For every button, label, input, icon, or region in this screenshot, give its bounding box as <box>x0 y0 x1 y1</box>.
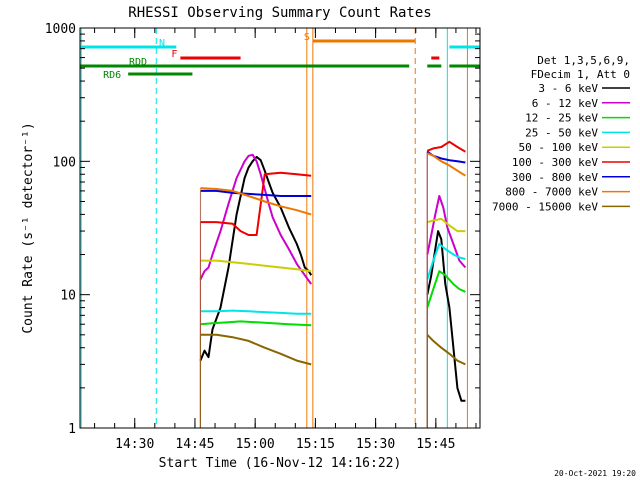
series-12-25-kev-segment-1 <box>200 320 312 327</box>
chart-title: RHESSI Observing Summary Count Rates <box>128 5 431 21</box>
y-tick-label: 100 <box>53 155 76 170</box>
x-axis-ticks: 14:30 14:45 15:00 15:15 15:30 15:45 <box>94 28 477 452</box>
legend-label-6-12-kev: 6 - 12 keV <box>532 97 599 110</box>
y-axis-label: Count Rate (s⁻¹ detector⁻¹) <box>21 122 36 333</box>
state-label-n: N <box>159 38 165 49</box>
series-50-100-kev-segment-1 <box>200 259 312 273</box>
x-tick-label: 14:45 <box>175 437 214 452</box>
series-25-50-kev-segment-1 <box>200 309 312 315</box>
x-tick-label: 14:30 <box>115 437 154 452</box>
legend-label-50-100-kev: 50 - 100 keV <box>519 141 599 154</box>
series-7000-15000-kev-segment-1 <box>200 333 312 366</box>
series-layer <box>199 140 467 428</box>
x-tick-label: 15:30 <box>356 437 395 452</box>
series-6-12-kev-segment-2 <box>426 195 467 269</box>
series-25-50-kev-segment-2 <box>426 243 466 280</box>
state-label-f: F <box>171 49 177 60</box>
legend-label-100-300-kev: 100 - 300 keV <box>512 156 598 169</box>
legend-title-line-1: Det 1,3,5,6,9, <box>537 54 630 67</box>
x-tick-label: 15:45 <box>416 437 455 452</box>
plot-frame <box>79 27 481 429</box>
series-800-7000-kev-segment-1 <box>200 187 312 216</box>
x-axis-label: Start Time (16-Nov-12 14:16:22) <box>159 456 402 471</box>
state-label-s: S <box>304 32 310 43</box>
y-tick-label: 1 <box>68 422 76 437</box>
y-tick-label: 10 <box>60 289 76 304</box>
series-3-6-kev-segment-1 <box>199 155 313 361</box>
x-tick-label: 15:15 <box>296 437 335 452</box>
state-label-rdd: RDD <box>129 57 147 68</box>
legend-title-line-2: FDecim 1, Att 0 <box>531 68 630 81</box>
y-tick-label: 1000 <box>45 22 76 37</box>
legend-label-12-25-kev: 12 - 25 keV <box>525 112 598 125</box>
series-100-300-kev-segment-2 <box>426 140 466 153</box>
series-300-800-kev-segment-1 <box>200 189 312 197</box>
x-tick-label: 15:00 <box>236 437 275 452</box>
series-100-300-kev-segment-1 <box>200 171 312 236</box>
series-7000-15000-kev-segment-2 <box>426 334 466 366</box>
legend: Det 1,3,5,6,9,FDecim 1, Att 03 - 6 keV 6 … <box>492 54 630 213</box>
series-800-7000-kev-segment-2 <box>426 152 466 177</box>
series-6-12-kev-segment-1 <box>199 153 313 285</box>
legend-label-800-7000-kev: 800 - 7000 keV <box>505 186 598 199</box>
y-axis-ticks: 1 10 100 1000 <box>45 22 480 437</box>
series-12-25-kev-segment-2 <box>426 270 466 308</box>
legend-label-7000-15000-kev: 7000 - 15000 keV <box>492 200 598 213</box>
footer-date: 20-Oct-2021 19:20 <box>554 469 636 478</box>
legend-label-3-6-kev: 3 - 6 keV <box>538 82 598 95</box>
state-bars: N S F RDD RD6 <box>80 32 480 81</box>
series-50-100-kev-segment-2 <box>427 217 466 233</box>
legend-label-300-800-kev: 300 - 800 keV <box>512 171 598 184</box>
legend-label-25-50-kev: 25 - 50 keV <box>525 126 598 139</box>
state-label-rd6: RD6 <box>103 70 121 81</box>
